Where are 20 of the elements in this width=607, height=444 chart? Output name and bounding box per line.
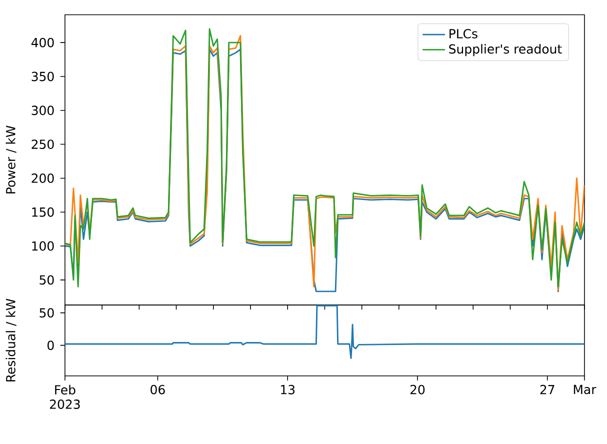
y-tick-label: 400 <box>31 38 54 48</box>
x-tick-label: 20 <box>410 384 425 394</box>
y-tick-label: 350 <box>32 72 54 82</box>
legend-label: PLCs <box>450 29 478 39</box>
x-tick-label: 27 <box>540 384 554 394</box>
y-tick-label: 250 <box>32 140 54 150</box>
y-tick-label: 0 <box>48 340 54 350</box>
y-tick-label: 50 <box>40 308 54 318</box>
x-tick-label: Feb 2023 <box>50 384 80 410</box>
x-tick-label: Mar <box>574 384 596 394</box>
y-tick-label: 300 <box>32 106 54 116</box>
x-tick-label: 06 <box>150 384 165 394</box>
legend-label: Supplier's readout <box>449 44 562 56</box>
y-tick-label: 150 <box>32 208 54 217</box>
y-axis-title: Residual / kW <box>6 298 16 382</box>
y-axis-title: Power / kW <box>6 126 16 194</box>
y-tick-label: 200 <box>32 174 54 184</box>
y-tick-label: 100 <box>32 241 54 251</box>
x-tick-label: 13 <box>281 384 295 394</box>
y-tick-label: 50 <box>40 275 54 285</box>
